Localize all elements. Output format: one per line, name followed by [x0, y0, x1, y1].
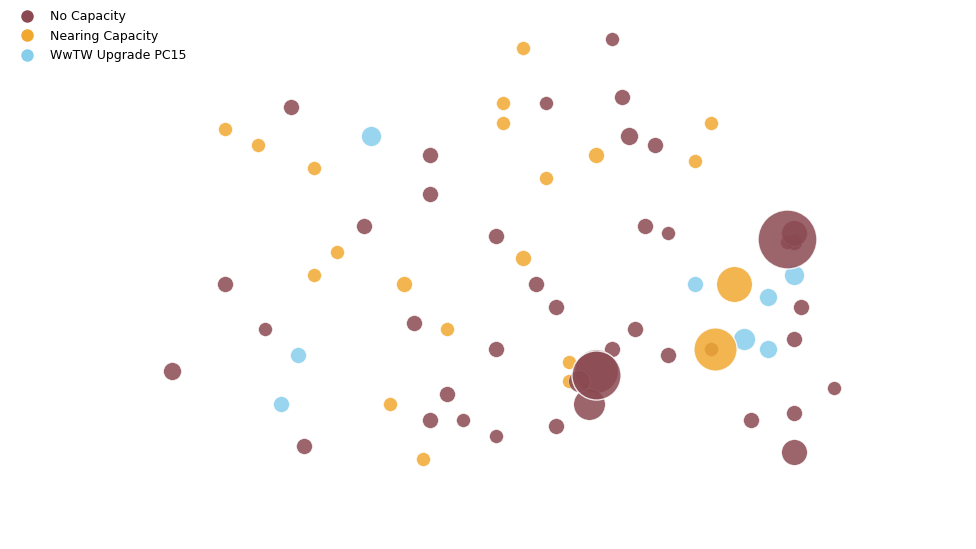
Point [290, 351, 305, 360]
Point [787, 228, 802, 237]
Point [488, 231, 504, 240]
Point [250, 141, 265, 150]
Point [787, 238, 802, 247]
Point [704, 344, 719, 353]
Point [488, 432, 504, 440]
Point [780, 238, 795, 247]
Point [687, 280, 703, 289]
Point [515, 254, 531, 263]
Point [561, 357, 577, 366]
Point [356, 222, 372, 231]
Point [787, 448, 802, 457]
Point [614, 92, 630, 101]
Point [588, 150, 603, 159]
Point [528, 280, 544, 289]
Point [515, 44, 531, 53]
Point [628, 325, 643, 334]
Point [330, 248, 346, 256]
Point [456, 416, 471, 424]
Point [297, 441, 312, 450]
Point [164, 367, 180, 376]
Point [423, 416, 438, 424]
Point [548, 302, 563, 311]
Point [571, 377, 587, 385]
Point [707, 344, 722, 353]
Point [383, 399, 398, 408]
Point [495, 119, 510, 127]
Point [661, 228, 676, 237]
Point [488, 344, 504, 353]
Point [495, 99, 510, 108]
Point [661, 351, 676, 360]
Point [787, 270, 802, 279]
Point [283, 102, 299, 111]
Point [538, 173, 553, 182]
Point [759, 293, 775, 301]
Point [780, 234, 795, 243]
Point [423, 150, 438, 159]
Point [273, 399, 289, 408]
Point [548, 422, 563, 430]
Legend: No Capacity, Nearing Capacity, WwTW Upgrade PC15: No Capacity, Nearing Capacity, WwTW Upgr… [10, 5, 191, 67]
Point [218, 125, 233, 133]
Point [621, 131, 636, 140]
Point [787, 335, 802, 344]
Point [306, 164, 322, 172]
Point [439, 390, 455, 399]
Point [416, 454, 431, 463]
Point [588, 370, 603, 379]
Point [793, 302, 808, 311]
Point [588, 367, 603, 376]
Point [306, 270, 322, 279]
Point [218, 280, 233, 289]
Point [423, 189, 438, 198]
Point [604, 344, 620, 353]
Point [759, 344, 775, 353]
Point [743, 416, 758, 424]
Point [647, 141, 663, 150]
Point [637, 222, 653, 231]
Point [687, 157, 703, 166]
Point [704, 119, 719, 127]
Point [363, 131, 379, 140]
Point [581, 399, 596, 408]
Point [826, 383, 841, 392]
Point [787, 409, 802, 418]
Point [439, 325, 455, 334]
Point [257, 325, 272, 334]
Point [561, 377, 577, 385]
Point [604, 35, 620, 43]
Point [396, 280, 412, 289]
Point [538, 99, 553, 108]
Point [727, 280, 743, 289]
Point [737, 335, 752, 344]
Point [406, 318, 422, 327]
